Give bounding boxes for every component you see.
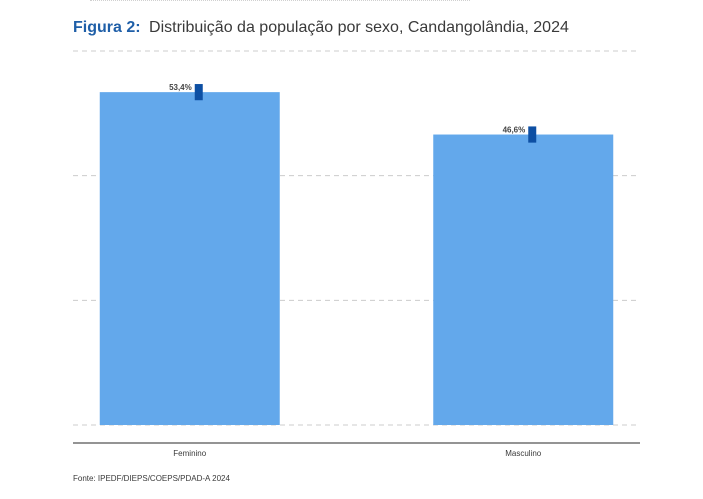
data-label: 53,4% — [169, 83, 192, 92]
figure-title: Figura 2: Distribuição da população por … — [73, 19, 569, 37]
x-tick-label: Feminino — [173, 449, 206, 458]
error-bar-masculino — [528, 126, 537, 143]
bar-masculino — [433, 134, 614, 425]
figure-title-text: Distribuição da população por sexo, Cand… — [149, 19, 569, 36]
cropped-text-remnant — [90, 0, 470, 4]
figure-label: Figura 2: — [73, 19, 141, 36]
source-note: Fonte: IPEDF/DIEPS/COEPS/PDAD-A 2024 — [73, 474, 230, 483]
data-label: 46,6% — [503, 126, 526, 135]
bar-feminino — [99, 92, 280, 425]
error-bar-feminino — [194, 84, 203, 101]
x-tick-label: Masculino — [505, 449, 542, 458]
